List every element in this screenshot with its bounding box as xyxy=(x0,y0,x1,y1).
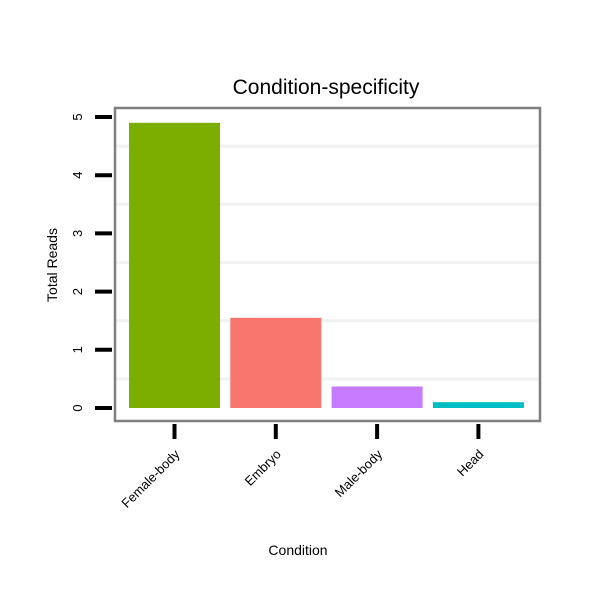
x-axis-label: Condition xyxy=(268,542,327,558)
y-axis-label: Total Reads xyxy=(44,228,60,302)
x-tick-label: Embryo xyxy=(242,447,284,489)
y-tick-label: 1 xyxy=(70,346,85,353)
y-tick-label: 3 xyxy=(70,230,85,237)
chart-title: Condition-specificity xyxy=(233,76,420,99)
bar-male-body xyxy=(331,386,423,408)
bar-female-body xyxy=(129,122,220,408)
y-tick-label: 4 xyxy=(70,172,85,179)
y-tick-label: 2 xyxy=(70,288,85,295)
x-tick-label: Male-body xyxy=(332,446,386,500)
bar-embryo xyxy=(230,317,322,408)
y-tick-label: 0 xyxy=(70,404,85,411)
bar-head xyxy=(432,402,524,408)
plot-panel xyxy=(113,106,542,423)
x-tick-label: Head xyxy=(454,447,487,480)
x-tick-label: Female-body xyxy=(118,446,183,511)
y-tick-label: 5 xyxy=(70,113,85,120)
